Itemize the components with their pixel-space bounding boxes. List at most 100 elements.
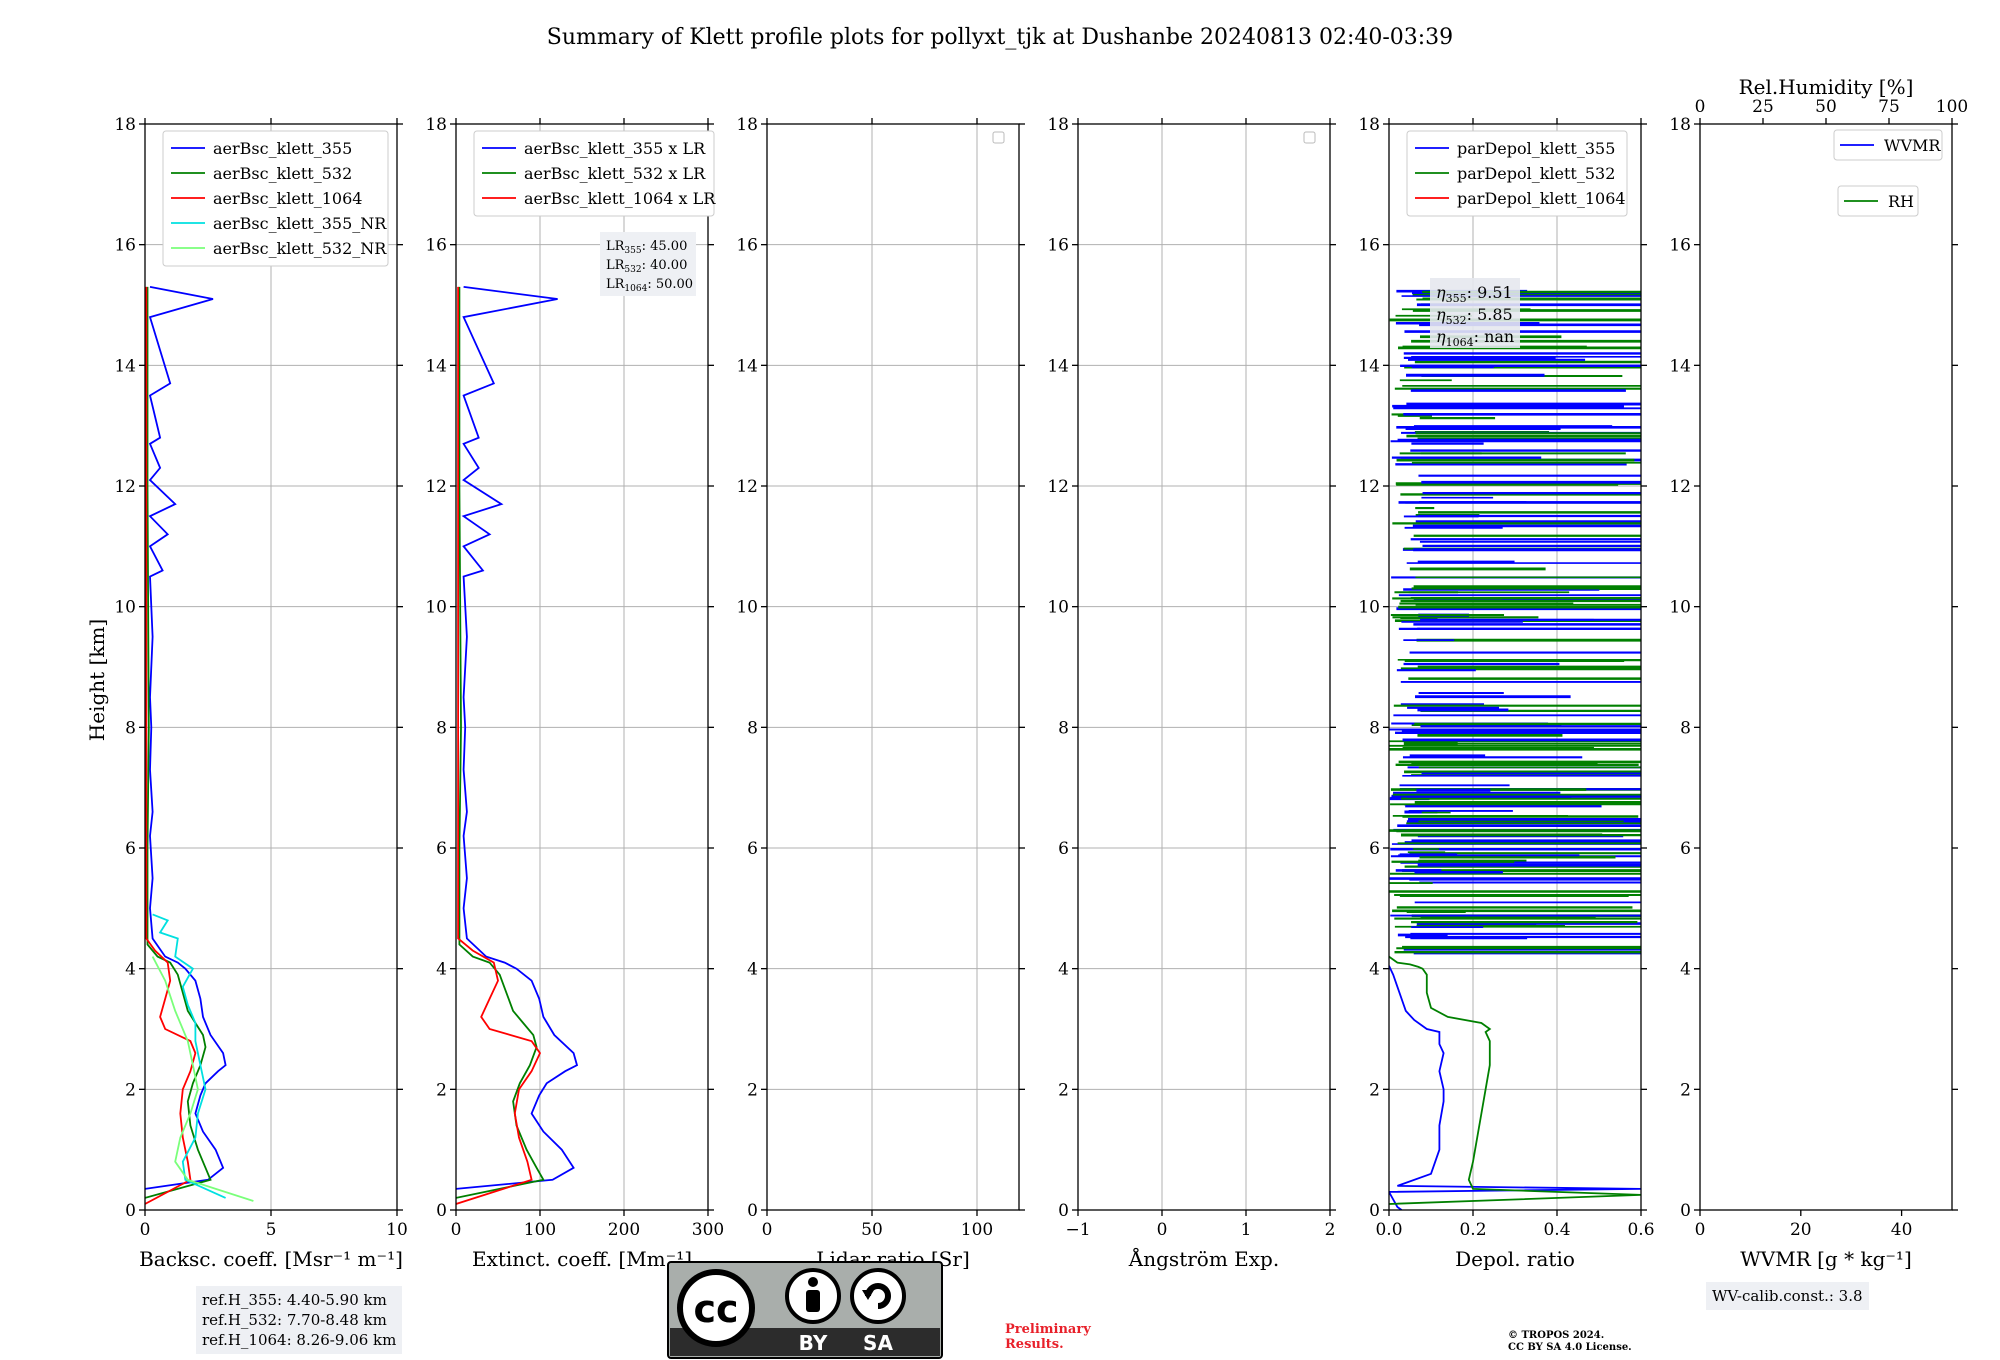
y-tick-label: 2: [125, 1080, 136, 1100]
series-aerbsc-klett-1064: [145, 286, 197, 1205]
share-alike-icon: [850, 1268, 906, 1324]
legend-box: [1406, 130, 1628, 217]
y-tick-label: 0: [1058, 1201, 1069, 1221]
x-tick-label: 0: [1157, 1220, 1168, 1240]
y-tick-label: 18: [736, 115, 758, 135]
axes-frame: [1388, 123, 1642, 1211]
cc-license-badge: cc BY SA: [667, 1261, 943, 1359]
y-tick-label: 4: [1680, 960, 1691, 980]
series-aerbsc-klett-532: [145, 286, 212, 1199]
y-tick-label: 2: [1680, 1080, 1691, 1100]
axes-frame: [1699, 123, 1953, 1211]
series-pardepol-klett-532: [1389, 955, 1641, 1205]
y-tick-label: 6: [436, 839, 447, 859]
y-tick-label: 8: [747, 718, 758, 738]
x-tick-label: 0: [451, 1220, 462, 1240]
legend-box: [473, 130, 715, 217]
x-tick-label: 0: [1695, 1220, 1706, 1240]
copyright-line-1: © TROPOS 2024.: [1508, 1330, 1605, 1341]
y-tick-label: 8: [1680, 718, 1691, 738]
y-tick-label: 6: [1680, 839, 1691, 859]
x-axis-label: Extinct. coeff. [Mm⁻¹]: [472, 1247, 692, 1271]
y-tick-label: 0: [436, 1201, 447, 1221]
ref-height-355: ref.H_355: 4.40-5.90 km: [202, 1291, 387, 1309]
series-aerbsc-klett-355-nr: [152, 913, 226, 1199]
reference-height-box: ref.H_355: 4.40-5.90 km ref.H_532: 7.70-…: [196, 1286, 403, 1354]
y-tick-label: 12: [1669, 477, 1691, 497]
y-tick-label: 14: [1358, 356, 1380, 376]
legend-label: aerBsc_klett_1064: [213, 189, 362, 208]
series-aerbsc-klett-532-nr: [151, 956, 254, 1202]
y-tick-label: 12: [736, 477, 758, 497]
license-sa: SA: [863, 1331, 893, 1355]
lidar-ratio-box: [600, 232, 696, 296]
y-tick-label: 10: [736, 598, 758, 618]
y-tick-label: 12: [114, 477, 136, 497]
y-tick-label: 12: [1047, 477, 1069, 497]
y-tick-label: 18: [1358, 115, 1380, 135]
license-by: BY: [799, 1331, 828, 1355]
top-x-tick-label: 25: [1752, 97, 1774, 117]
x-tick-label: 200: [608, 1220, 640, 1240]
legend-label: aerBsc_klett_355_NR: [213, 214, 387, 233]
x-tick-label: 1: [1241, 1220, 1252, 1240]
x-tick-label: 40: [1891, 1220, 1913, 1240]
x-axis-label: Backsc. coeff. [Msr⁻¹ m⁻¹]: [139, 1247, 403, 1271]
x-tick-label: 0.0: [1375, 1220, 1402, 1240]
y-tick-label: 14: [736, 356, 758, 376]
y-tick-label: 10: [1669, 598, 1691, 618]
y-tick-label: 8: [436, 718, 447, 738]
y-tick-label: 10: [114, 598, 136, 618]
copyright-note: © TROPOS 2024. CC BY SA 4.0 License.: [1508, 1330, 1632, 1354]
y-tick-label: 0: [125, 1201, 136, 1221]
legend-box-wvmr: [1833, 129, 1943, 161]
y-tick-label: 8: [1058, 718, 1069, 738]
y-tick-label: 4: [436, 960, 447, 980]
y-tick-label: 6: [125, 839, 136, 859]
y-tick-label: 16: [1669, 236, 1691, 256]
x-tick-label: 0: [762, 1220, 773, 1240]
legend-label: aerBsc_klett_532 x LR: [524, 164, 706, 183]
y-tick-label: 2: [436, 1080, 447, 1100]
series-aerbsc-klett-355: [145, 286, 227, 1190]
y-tick-label: 0: [1369, 1201, 1380, 1221]
y-tick-label: 10: [425, 598, 447, 618]
wv-calib-const: WV-calib.const.: 3.8: [1712, 1287, 1863, 1305]
svg-text:cc: cc: [693, 1287, 738, 1331]
y-tick-label: 16: [1358, 236, 1380, 256]
y-tick-label: 16: [114, 236, 136, 256]
legend-label: parDepol_klett_1064: [1457, 189, 1626, 208]
x-tick-label: 0.6: [1627, 1220, 1654, 1240]
cc-icon: cc: [677, 1269, 755, 1347]
x-tick-label: 2: [1325, 1220, 1336, 1240]
y-tick-label: 18: [1669, 115, 1691, 135]
preliminary-line-1: Preliminary: [1005, 1322, 1091, 1337]
preliminary-line-2: Results.: [1005, 1337, 1064, 1352]
x-tick-label: 0: [140, 1220, 151, 1240]
y-tick-label: 4: [125, 960, 136, 980]
panel-5: 0 2 4 6 8 10 12 14 16 18 0.0 0.2 0.4 0.6 Depol. ratio p…: [1358, 115, 1654, 1271]
eta-box: [1430, 278, 1520, 348]
y-tick-label: 16: [425, 236, 447, 256]
y-tick-label: 6: [1058, 839, 1069, 859]
attribution-icon: [785, 1268, 841, 1324]
axes-frame: [766, 123, 1020, 1211]
x-axis-label: Ångström Exp.: [1128, 1246, 1279, 1271]
panel-1: 0 2 4 6 8 10 12 14 16 18 0 5 10 Backsc. coeff. [Msr⁻¹…: [114, 115, 407, 1271]
series-pardepol-klett-355: [1389, 965, 1641, 1210]
eta-label: η532: 5.85: [1436, 305, 1513, 327]
legend-label: aerBsc_klett_532_NR: [213, 239, 387, 258]
x-tick-label: 20: [1790, 1220, 1812, 1240]
legend-label: parDepol_klett_532: [1457, 164, 1615, 183]
legend-label: aerBsc_klett_1064 x LR: [524, 189, 716, 208]
series-aerbsc-klett-532-x-lr: [456, 286, 545, 1199]
wv-calib-box: WV-calib.const.: 3.8: [1706, 1282, 1869, 1310]
series-group: [456, 286, 579, 1205]
x-tick-label: 100: [524, 1220, 556, 1240]
preliminary-note: Preliminary Results.: [1005, 1322, 1091, 1352]
y-tick-label: 6: [1369, 839, 1380, 859]
